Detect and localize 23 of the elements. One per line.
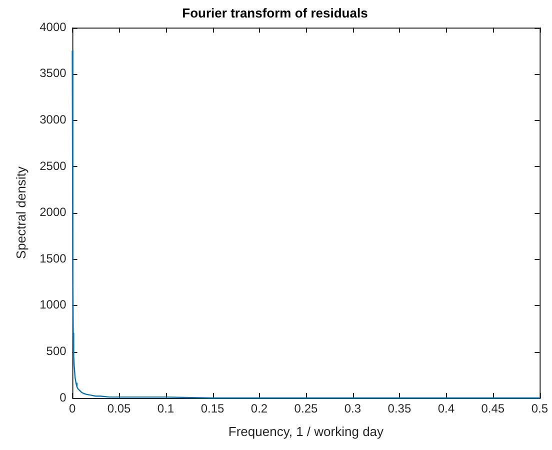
x-tick-label: 0.1 [157,402,174,416]
chart-title: Fourier transform of residuals [182,5,368,20]
x-tick-label: 0.45 [481,402,505,416]
y-tick-label: 500 [46,344,67,358]
x-tick-label: 0 [68,402,76,416]
y-tick-label: 3000 [40,112,67,127]
x-tick-label: 0.4 [438,402,455,416]
x-tick-label: 0.25 [294,402,318,416]
y-tick-label: 2500 [40,158,67,173]
x-tick-label: 0.5 [531,402,548,416]
y-tick-label: 1500 [40,251,67,266]
x-tick-label: 0.15 [200,402,225,416]
y-axis-title: Spectral density [13,166,28,260]
y-tick-label: 2000 [40,205,67,220]
y-tick-label: 4000 [40,20,67,34]
y-tick-label: 3500 [40,66,67,80]
y-tick-label: 0 [60,390,67,404]
x-tick-label: 0.35 [388,402,412,416]
x-tick-label: 0.2 [250,402,268,416]
x-tick-label: 0.05 [107,402,132,416]
y-tick-label: 1000 [40,298,67,312]
x-axis-title: Frequency, 1 / working day [228,424,384,439]
x-tick-label: 0.3 [344,402,362,416]
